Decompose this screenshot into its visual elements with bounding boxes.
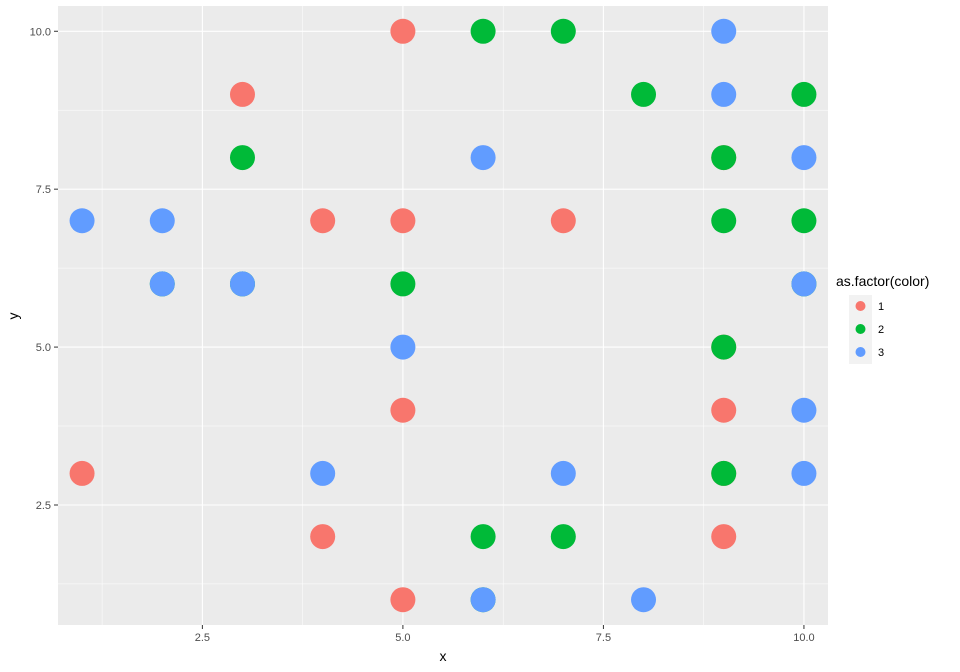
x-tick-label: 5.0 (395, 632, 410, 644)
data-point-series-2 (390, 271, 416, 297)
data-point-series-1 (69, 460, 95, 486)
data-point-series-3 (711, 81, 737, 107)
legend-key-swatch (855, 324, 866, 334)
y-tick-label: 5.0 (36, 342, 51, 354)
legend-key-swatch (855, 301, 866, 311)
data-point-series-3 (149, 208, 175, 234)
data-point-series-1 (310, 524, 336, 550)
y-tick-label: 2.5 (36, 500, 51, 512)
data-point-series-2 (550, 524, 576, 550)
data-point-series-3 (229, 271, 255, 297)
data-point-series-2 (711, 208, 737, 234)
legend: as.factor(color) 1 2 3 (836, 273, 929, 364)
data-point-series-3 (470, 145, 496, 171)
y-axis-title: y (5, 313, 21, 320)
data-point-series-1 (390, 397, 416, 423)
data-point-series-3 (791, 271, 817, 297)
data-point-series-3 (470, 587, 496, 613)
data-point-series-1 (711, 397, 737, 423)
y-tick-label: 7.5 (36, 184, 51, 196)
legend-label: 1 (878, 301, 884, 313)
data-point-series-2 (791, 81, 817, 107)
data-point-series-1 (390, 587, 416, 613)
y-tick-label: 10.0 (30, 26, 51, 38)
data-point-series-2 (470, 524, 496, 550)
data-point-series-3 (310, 460, 336, 486)
data-point-series-3 (149, 271, 175, 297)
x-tick-label: 2.5 (195, 632, 210, 644)
data-point-series-1 (229, 81, 255, 107)
data-point-series-2 (631, 81, 657, 107)
data-point-series-3 (791, 460, 817, 486)
data-point-series-2 (711, 145, 737, 171)
x-axis-ticks: 2.5 5.0 7.5 10.0 (195, 625, 815, 644)
data-point-series-1 (711, 524, 737, 550)
data-point-series-3 (791, 145, 817, 171)
data-point-series-2 (711, 460, 737, 486)
data-point-series-1 (390, 208, 416, 234)
plot-panel (58, 6, 828, 625)
data-point-series-2 (550, 18, 576, 44)
major-gridlines (58, 6, 828, 625)
legend-label: 2 (878, 324, 884, 336)
x-axis-title: x (440, 648, 447, 664)
data-point-series-1 (550, 208, 576, 234)
data-point-series-2 (791, 208, 817, 234)
x-tick-label: 10.0 (793, 632, 814, 644)
data-points (69, 18, 817, 613)
legend-title: as.factor(color) (836, 273, 929, 289)
data-point-series-2 (711, 334, 737, 360)
data-point-series-2 (229, 145, 255, 171)
data-point-series-3 (390, 334, 416, 360)
data-point-series-3 (711, 18, 737, 44)
minor-gridlines (58, 6, 828, 625)
legend-key-swatch (855, 347, 866, 357)
y-axis-ticks: 2.5 5.0 7.5 10.0 (30, 26, 58, 512)
legend-label: 3 (878, 347, 884, 359)
x-tick-label: 7.5 (596, 632, 611, 644)
data-point-series-3 (791, 397, 817, 423)
data-point-series-3 (631, 587, 657, 613)
data-point-series-1 (390, 18, 416, 44)
data-point-series-3 (69, 208, 95, 234)
data-point-series-1 (310, 208, 336, 234)
data-point-series-3 (550, 460, 576, 486)
data-point-series-2 (470, 18, 496, 44)
